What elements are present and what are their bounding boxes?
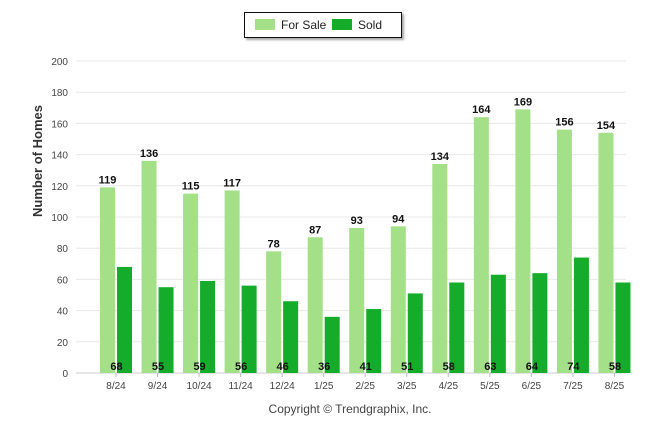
- data-label-for-sale: 134: [431, 151, 450, 163]
- data-label-for-sale: 164: [472, 104, 491, 116]
- y-tick-label: 120: [51, 182, 68, 193]
- x-tick-label: 6/25: [522, 381, 542, 392]
- x-tick-label: 12/24: [270, 381, 295, 392]
- bar-sold: [117, 266, 132, 373]
- bar-for-sale: [183, 193, 199, 373]
- bar-for-sale: [307, 237, 323, 373]
- data-label-for-sale: 94: [392, 213, 405, 225]
- x-tick-label: 11/24: [228, 381, 253, 392]
- data-label-sold: 59: [193, 361, 205, 373]
- y-tick-label: 140: [51, 151, 68, 162]
- bar-for-sale: [473, 117, 489, 373]
- bar-sold: [324, 316, 340, 373]
- data-label-for-sale: 154: [597, 120, 616, 132]
- legend-label-sold[interactable]: Sold: [358, 18, 383, 32]
- data-label-sold: 58: [609, 361, 621, 373]
- bar-sold: [366, 309, 382, 373]
- data-label-sold: 63: [484, 361, 496, 373]
- bar-sold: [200, 280, 216, 373]
- y-tick-label: 160: [51, 119, 68, 130]
- x-tick-label: 7/25: [563, 381, 583, 392]
- y-tick-label: 0: [62, 369, 68, 380]
- bar-for-sale: [556, 129, 572, 373]
- legend-swatch-sold: [332, 19, 352, 30]
- legend-label-for-sale[interactable]: For Sale: [281, 18, 327, 32]
- data-label-sold: 58: [443, 361, 455, 373]
- x-tick-label: 2/25: [355, 381, 375, 392]
- data-label-for-sale: 117: [223, 177, 241, 189]
- y-tick-label: 100: [51, 213, 68, 224]
- bar-sold: [490, 274, 506, 373]
- data-label-sold: 68: [110, 361, 122, 373]
- bar-for-sale: [515, 109, 531, 374]
- y-axis-label: Number of Homes: [30, 105, 45, 217]
- bar-sold: [573, 257, 589, 373]
- bar-for-sale: [141, 160, 157, 373]
- bar-sold: [283, 301, 299, 373]
- data-label-for-sale: 119: [99, 174, 117, 186]
- legend: For Sale Sold: [244, 12, 402, 38]
- x-tick-label: 8/24: [106, 381, 126, 392]
- bar-sold: [532, 273, 548, 373]
- bar-for-sale: [390, 226, 406, 373]
- data-label-sold: 46: [277, 361, 289, 373]
- data-label-for-sale: 156: [555, 117, 573, 129]
- x-tick-label: 9/24: [148, 381, 168, 392]
- x-tick-label: 4/25: [439, 381, 459, 392]
- legend-swatch-for-sale: [255, 19, 275, 30]
- bar-sold: [615, 282, 631, 373]
- data-label-for-sale: 78: [268, 238, 280, 250]
- data-label-for-sale: 136: [140, 148, 158, 160]
- bar-for-sale: [432, 163, 448, 373]
- data-label-sold: 41: [360, 361, 372, 373]
- bar-sold: [158, 287, 174, 373]
- data-label-sold: 36: [318, 361, 330, 373]
- y-tick-label: 60: [57, 275, 69, 286]
- x-tick-label: 5/25: [480, 381, 500, 392]
- data-label-for-sale: 93: [351, 215, 363, 227]
- data-label-for-sale: 115: [182, 181, 200, 193]
- copyright-footer: Copyright © Trendgraphix, Inc.: [268, 402, 432, 416]
- data-label-for-sale: 87: [309, 224, 321, 236]
- bar-for-sale: [349, 227, 365, 373]
- x-tick-label: 3/25: [397, 381, 417, 392]
- bar-sold: [449, 282, 465, 373]
- bar-for-sale: [266, 251, 282, 373]
- y-tick-label: 20: [57, 338, 69, 349]
- x-tick-label: 1/25: [314, 381, 334, 392]
- x-tick-label: 10/24: [187, 381, 212, 392]
- data-label-sold: 51: [401, 361, 413, 373]
- data-label-sold: 64: [526, 361, 539, 373]
- bar-for-sale: [100, 187, 115, 373]
- data-label-sold: 55: [152, 361, 164, 373]
- bar-for-sale: [598, 132, 614, 373]
- y-tick-label: 200: [51, 57, 68, 68]
- bar-sold: [407, 293, 423, 373]
- x-tick-label: 8/25: [605, 381, 625, 392]
- bar-sold: [241, 285, 257, 373]
- y-tick-label: 80: [57, 244, 69, 255]
- data-label-for-sale: 169: [514, 96, 532, 108]
- y-tick-label: 40: [57, 307, 69, 318]
- bar-for-sale: [224, 190, 240, 373]
- data-label-sold: 74: [567, 361, 580, 373]
- y-tick-label: 180: [51, 88, 68, 99]
- data-label-sold: 56: [235, 361, 247, 373]
